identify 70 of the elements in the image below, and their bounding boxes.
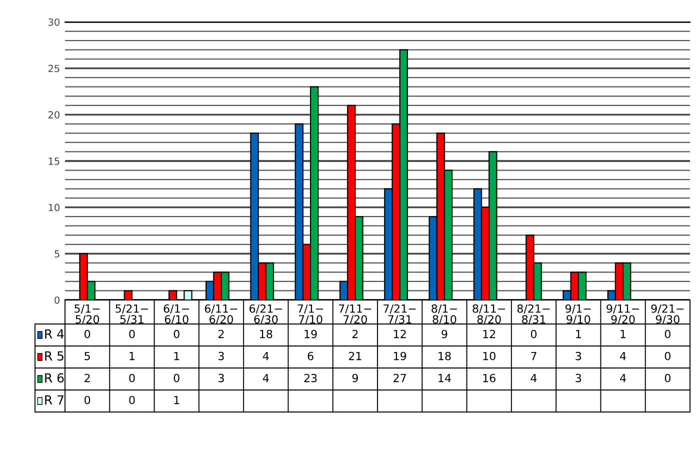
data-label: 2 xyxy=(218,330,224,338)
x-tick-label: 7/11− 7/20 xyxy=(338,304,372,324)
data-label: 4 xyxy=(262,352,269,360)
x-tick-label: 5/21− 5/31 xyxy=(116,304,148,324)
data-label: 0 xyxy=(664,374,670,382)
data-label: 2 xyxy=(352,330,358,338)
x-tick-label: 7/21− 7/31 xyxy=(384,304,416,324)
data-label: 9 xyxy=(352,374,358,382)
legend-label: R 6 xyxy=(45,373,64,383)
data-label: 4 xyxy=(620,374,626,382)
data-label: 4 xyxy=(262,374,269,382)
data-label: 18 xyxy=(438,352,451,360)
legend-label: R 5 xyxy=(45,351,64,361)
y-tick-label: 5 xyxy=(54,250,60,258)
data-label: 21 xyxy=(348,352,362,360)
y-tick-label: 25 xyxy=(48,64,60,72)
data-label: 16 xyxy=(483,374,496,382)
data-label: 12 xyxy=(394,330,406,338)
data-label: 0 xyxy=(84,330,90,338)
y-tick-label: 15 xyxy=(48,158,60,165)
data-label: 0 xyxy=(84,396,90,404)
data-label: 3 xyxy=(218,374,224,382)
data-label: 0 xyxy=(174,374,180,382)
data-label: 2 xyxy=(84,374,90,382)
y-tick-label: 0 xyxy=(54,296,60,304)
data-label: 0 xyxy=(174,330,180,338)
data-label: 0 xyxy=(129,396,135,404)
data-label: 7 xyxy=(531,352,536,360)
x-tick-label: 9/21− 9/30 xyxy=(651,304,684,324)
data-label: 19 xyxy=(394,352,406,360)
data-label: 3 xyxy=(576,352,582,360)
data-label: 23 xyxy=(304,374,317,382)
y-tick-label: 20 xyxy=(48,111,60,118)
x-tick-label: 6/1− 6/10 xyxy=(164,304,190,324)
data-label: 4 xyxy=(530,374,537,382)
data-label: 0 xyxy=(129,330,135,338)
data-label: 27 xyxy=(394,374,406,382)
y-tick-label: 10 xyxy=(48,204,60,212)
data-label: 18 xyxy=(260,330,272,338)
data-label: 0 xyxy=(129,374,135,382)
data-label: 19 xyxy=(304,330,317,338)
data-label: 12 xyxy=(483,330,496,338)
data-label: 6 xyxy=(308,352,314,360)
data-label: 4 xyxy=(620,352,626,360)
data-label: 14 xyxy=(438,374,451,382)
data-label: 1 xyxy=(174,396,180,404)
legend-label: R 4 xyxy=(45,329,64,338)
data-label: 5 xyxy=(84,352,90,360)
x-tick-label: 8/1− 8/10 xyxy=(432,304,457,324)
y-tick-label: 30 xyxy=(48,18,60,26)
data-label: 0 xyxy=(664,330,670,338)
x-tick-label: 6/11− 6/20 xyxy=(204,304,238,324)
data-label: 1 xyxy=(576,330,581,338)
x-tick-label: 9/11− 9/20 xyxy=(606,304,639,324)
data-label: 9 xyxy=(442,330,448,338)
x-tick-label: 9/1− 9/10 xyxy=(565,304,591,324)
x-tick-label: 8/21− 8/31 xyxy=(517,304,550,324)
x-tick-label: 5/1− 5/20 xyxy=(74,304,100,324)
legend-label: R 7 xyxy=(45,395,64,404)
data-label: 0 xyxy=(664,352,670,360)
data-label: 1 xyxy=(620,330,626,338)
data-label: 10 xyxy=(483,352,496,360)
data-label: 0 xyxy=(530,330,537,338)
data-label: 3 xyxy=(576,374,582,382)
x-tick-label: 7/1− 7/10 xyxy=(298,304,323,324)
data-label: 3 xyxy=(218,352,224,360)
data-label: 1 xyxy=(174,352,180,360)
data-label: 1 xyxy=(130,352,134,360)
x-tick-label: 8/11− 8/20 xyxy=(472,304,506,324)
x-tick-label: 6/21− 6/30 xyxy=(250,304,282,324)
